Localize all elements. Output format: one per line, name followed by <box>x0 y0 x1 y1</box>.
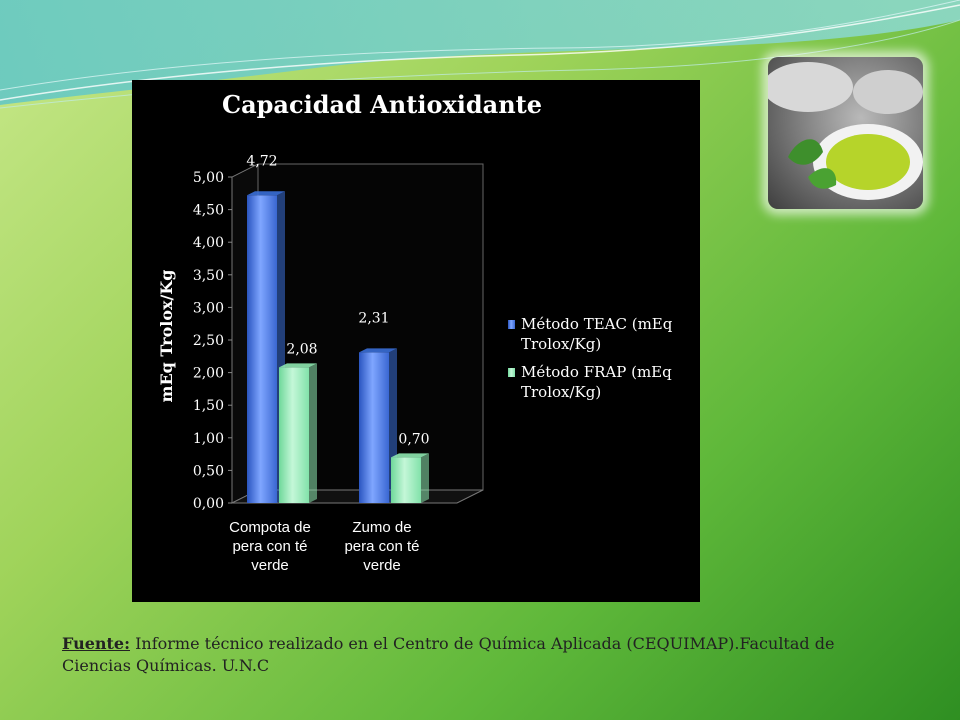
y-tick-label: 4,00 <box>193 235 224 251</box>
bar-chart: Capacidad Antioxidante mEq Trolox/Kg 0,0… <box>157 90 673 574</box>
source-label: Fuente: <box>62 634 130 653</box>
bar-top <box>359 348 397 353</box>
bar-top <box>247 191 285 196</box>
y-tick-label: 0,00 <box>193 496 224 512</box>
chart-title: Capacidad Antioxidante <box>222 90 542 119</box>
data-label: 4,72 <box>246 153 277 169</box>
y-tick-label: 1,00 <box>193 431 224 447</box>
bar-side <box>309 363 317 503</box>
bar <box>359 352 389 503</box>
legend-entry: Método TEAC (mEq Trolox/Kg) <box>521 315 673 353</box>
y-tick-label: 0,50 <box>193 463 224 479</box>
y-axis-label: mEq Trolox/Kg <box>157 270 176 403</box>
source-note: Fuente: Informe técnico realizado en el … <box>62 633 862 677</box>
y-tick-label: 4,50 <box>193 203 224 219</box>
y-tick-label: 3,00 <box>193 300 224 316</box>
legend-entry: Método FRAP (mEq Trolox/Kg) <box>521 363 672 401</box>
bar-side <box>421 453 429 503</box>
legend-swatch <box>508 320 515 329</box>
bar-top <box>279 363 317 368</box>
x-tick-label: Zumo de pera con té verde <box>344 519 419 574</box>
y-tick-label: 2,50 <box>193 333 224 349</box>
bar <box>247 195 277 504</box>
legend-swatch <box>508 368 515 377</box>
bar <box>279 367 309 503</box>
chart-panel: Capacidad Antioxidante mEq Trolox/Kg 0,0… <box>132 80 700 602</box>
data-label: 0,70 <box>398 431 429 447</box>
y-tick-label: 5,00 <box>193 170 224 186</box>
source-text: Informe técnico realizado en el Centro d… <box>62 634 835 675</box>
y-tick-label: 3,50 <box>193 268 224 284</box>
data-label: 2,31 <box>358 310 389 326</box>
y-tick-label: 2,00 <box>193 366 224 382</box>
green-tea-photo <box>768 57 923 209</box>
data-label: 2,08 <box>286 341 317 357</box>
bar-top <box>391 453 429 458</box>
x-tick-label: Compota de pera con té verde <box>229 519 311 574</box>
y-tick-label: 1,50 <box>193 398 224 414</box>
bar <box>391 457 421 503</box>
